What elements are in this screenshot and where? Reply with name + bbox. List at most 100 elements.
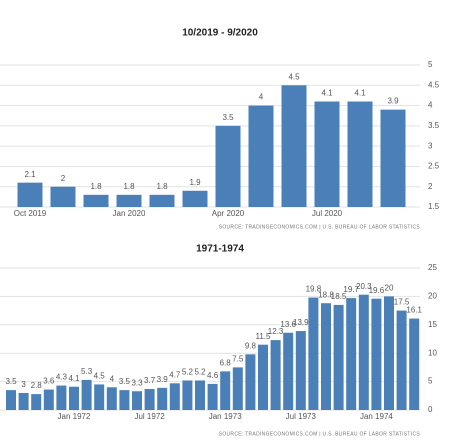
bar <box>371 298 382 410</box>
y-tick-label: 3.5 <box>428 121 440 130</box>
bar <box>17 182 43 207</box>
x-tick-label: Jul 1972 <box>134 412 165 421</box>
data-label: 17.5 <box>394 298 410 307</box>
bar <box>83 194 109 207</box>
bar <box>69 386 79 410</box>
bar <box>321 303 331 410</box>
data-label: 4.1 <box>321 89 333 98</box>
data-label: 5.2 <box>194 368 206 377</box>
data-label: 2.8 <box>31 381 43 390</box>
data-label: 4.6 <box>207 371 219 380</box>
bar <box>245 354 256 410</box>
bar <box>281 85 307 207</box>
data-label: 3.7 <box>144 376 156 385</box>
data-label: 4.1 <box>68 374 80 383</box>
data-label: 4.7 <box>169 370 181 379</box>
data-label: 16.1 <box>406 306 422 315</box>
y-tick-label: 3 <box>428 141 433 150</box>
y-tick-label: 4 <box>428 101 433 110</box>
y-tick-label: 4.5 <box>428 80 440 89</box>
data-label: 3.3 <box>131 378 143 387</box>
data-label: 4 <box>259 93 264 102</box>
x-tick-label: Jul 1973 <box>286 412 317 421</box>
bar <box>81 379 92 410</box>
bar <box>106 387 117 410</box>
y-tick-label: 5 <box>428 60 433 69</box>
chart-title: 10/2019 - 9/2020 <box>182 28 258 39</box>
data-label: 4.5 <box>288 72 300 81</box>
bar <box>248 105 274 207</box>
x-tick-label: Oct 2019 <box>14 209 47 218</box>
bar <box>295 331 306 410</box>
y-tick-label: 5 <box>428 377 433 386</box>
data-label: 11.5 <box>256 332 272 341</box>
data-label: 19.6 <box>369 286 385 295</box>
bar <box>116 194 142 207</box>
bar <box>308 297 319 410</box>
bar <box>182 380 193 410</box>
data-label: 2 <box>61 174 66 183</box>
data-label: 1.8 <box>123 182 135 191</box>
data-label: 5.2 <box>182 368 194 377</box>
data-label: 1.8 <box>156 182 168 191</box>
x-tick-label: Jan 1972 <box>58 412 91 421</box>
data-label: 18.5 <box>331 292 347 301</box>
x-tick-label: Jan 1973 <box>209 412 242 421</box>
data-label: 3 <box>21 380 26 389</box>
bar <box>215 125 241 207</box>
bar <box>346 298 357 410</box>
bar <box>195 380 205 410</box>
bar <box>207 383 218 410</box>
bar <box>6 390 16 410</box>
data-label: 4.1 <box>354 89 366 98</box>
data-label: 6.8 <box>220 358 232 367</box>
bar <box>43 389 54 410</box>
data-label: 20 <box>385 284 394 293</box>
bar <box>380 109 406 207</box>
bar <box>270 340 281 410</box>
bar <box>220 371 231 410</box>
data-label: 12.3 <box>268 327 284 336</box>
bar <box>396 310 407 410</box>
data-label: 13.6 <box>280 320 296 329</box>
bar <box>232 367 243 410</box>
bar <box>283 332 294 410</box>
bar <box>119 390 130 410</box>
data-label: 7.5 <box>232 355 244 364</box>
data-label: 20.3 <box>356 282 372 291</box>
data-label: 19.8 <box>306 285 322 294</box>
bar <box>56 385 67 410</box>
x-tick-label: Jan 1974 <box>360 412 393 421</box>
bar <box>149 194 175 207</box>
bar <box>314 101 340 207</box>
bar <box>358 294 369 410</box>
source-note: SOURCE: TRADINGECONOMICS.COM | U.S. BURE… <box>219 224 421 230</box>
y-tick-label: 10 <box>428 348 437 357</box>
bar <box>182 190 208 207</box>
data-label: 13.9 <box>293 318 309 327</box>
x-tick-label: Apr 2020 <box>212 209 245 218</box>
data-label: 3.5 <box>119 377 131 386</box>
bar <box>18 392 29 410</box>
data-label: 3.5 <box>222 113 234 122</box>
bar <box>144 388 155 410</box>
source-note: SOURCE: TRADINGECONOMICS.COM | U.S. BURE… <box>219 431 421 437</box>
data-label: 1.9 <box>189 178 201 187</box>
data-label: 1.8 <box>90 182 102 191</box>
data-label: 3.9 <box>157 375 169 384</box>
bar <box>384 296 394 410</box>
data-label: 4.3 <box>56 373 68 382</box>
data-label: 5.3 <box>81 367 93 376</box>
chart-title: 1971-1974 <box>196 244 244 255</box>
y-tick-label: 2.5 <box>428 162 440 171</box>
bar <box>157 387 168 410</box>
y-tick-label: 15 <box>428 320 437 329</box>
data-label: 3.5 <box>5 377 17 386</box>
bar <box>347 101 373 207</box>
bar <box>94 384 105 410</box>
bar <box>409 318 420 410</box>
bar <box>132 391 142 410</box>
data-label: 3.9 <box>387 97 399 106</box>
x-tick-label: Jul 2020 <box>312 209 343 218</box>
